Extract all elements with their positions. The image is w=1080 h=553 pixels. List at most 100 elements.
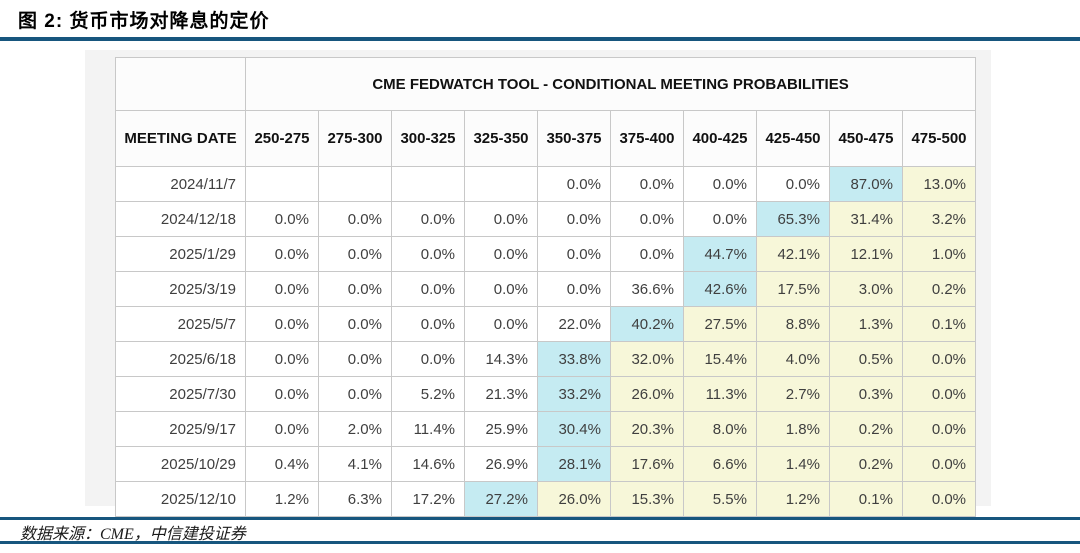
rate-range-header-375-400: 375-400 bbox=[610, 110, 684, 167]
meeting-date-cell: 2025/6/18 bbox=[115, 341, 246, 377]
probability-cell: 8.8% bbox=[756, 306, 830, 342]
probability-cell: 0.1% bbox=[829, 481, 903, 517]
probability-cell bbox=[245, 166, 319, 202]
table-head: CME FEDWATCH TOOL - CONDITIONAL MEETING … bbox=[115, 57, 977, 167]
probability-cell: 0.0% bbox=[464, 236, 538, 272]
probability-cell: 5.5% bbox=[683, 481, 757, 517]
meeting-date-cell: 2025/12/10 bbox=[115, 481, 246, 517]
rate-range-header-425-450: 425-450 bbox=[756, 110, 830, 167]
probability-cell: 0.0% bbox=[901, 446, 977, 482]
probability-cell: 1.8% bbox=[756, 411, 830, 447]
rate-range-header-325-350: 325-350 bbox=[464, 110, 538, 167]
rate-range-header-300-325: 300-325 bbox=[391, 110, 465, 167]
meeting-date-cell: 2025/1/29 bbox=[115, 236, 246, 272]
table-row: 2025/3/19 0.0% 0.0% 0.0% 0.0% 0.0% 36.6% 42.6% 1… bbox=[115, 271, 977, 307]
table-row: 2024/12/18 0.0% 0.0% 0.0% 0.0% 0.0% 0.0% 0.0% 65… bbox=[115, 201, 977, 237]
probability-cell: 0.0% bbox=[391, 306, 465, 342]
probability-cell: 0.0% bbox=[537, 236, 611, 272]
probability-cell: 0.0% bbox=[901, 341, 977, 377]
probability-cell: 0.0% bbox=[245, 376, 319, 412]
table-banner-row: CME FEDWATCH TOOL - CONDITIONAL MEETING … bbox=[115, 57, 977, 111]
probability-cell: 4.0% bbox=[756, 341, 830, 377]
fedwatch-probabilities-table: CME FEDWATCH TOOL - CONDITIONAL MEETING … bbox=[115, 57, 977, 517]
probability-cell: 6.6% bbox=[683, 446, 757, 482]
probability-cell: 17.2% bbox=[391, 481, 465, 517]
probability-cell: 40.2% bbox=[610, 306, 684, 342]
title-underline-rule bbox=[0, 37, 1080, 41]
probability-cell: 42.1% bbox=[756, 236, 830, 272]
probability-cell: 87.0% bbox=[829, 166, 903, 202]
figure-title: 图 2: 货币市场对降息的定价 bbox=[18, 11, 270, 32]
probability-cell: 11.3% bbox=[683, 376, 757, 412]
probability-cell: 36.6% bbox=[610, 271, 684, 307]
probability-cell: 0.0% bbox=[610, 166, 684, 202]
probability-cell: 13.0% bbox=[901, 166, 977, 202]
probability-cell: 0.0% bbox=[464, 201, 538, 237]
probability-cell: 33.2% bbox=[537, 376, 611, 412]
probability-cell: 28.1% bbox=[537, 446, 611, 482]
rate-range-header-400-425: 400-425 bbox=[683, 110, 757, 167]
probability-cell: 3.2% bbox=[901, 201, 977, 237]
probability-cell: 21.3% bbox=[464, 376, 538, 412]
probability-cell: 6.3% bbox=[318, 481, 392, 517]
probability-cell: 0.5% bbox=[829, 341, 903, 377]
probability-cell: 2.7% bbox=[756, 376, 830, 412]
probability-cell: 0.0% bbox=[245, 236, 319, 272]
probability-cell: 0.0% bbox=[610, 201, 684, 237]
probability-cell: 25.9% bbox=[464, 411, 538, 447]
rate-range-header-350-375: 350-375 bbox=[537, 110, 611, 167]
probability-cell: 0.0% bbox=[537, 201, 611, 237]
probability-cell: 14.3% bbox=[464, 341, 538, 377]
table-row: 2025/7/30 0.0% 0.0% 5.2% 21.3% 33.2% 26.0% 11.3… bbox=[115, 376, 977, 412]
probability-cell: 0.0% bbox=[391, 201, 465, 237]
probability-cell: 1.3% bbox=[829, 306, 903, 342]
probability-cell: 1.2% bbox=[756, 481, 830, 517]
probability-cell: 27.5% bbox=[683, 306, 757, 342]
probability-cell: 26.0% bbox=[537, 481, 611, 517]
probability-cell: 0.0% bbox=[537, 271, 611, 307]
table-panel: CME FEDWATCH TOOL - CONDITIONAL MEETING … bbox=[85, 50, 991, 517]
probability-cell: 0.2% bbox=[901, 271, 977, 307]
meeting-date-cell: 2025/5/7 bbox=[115, 306, 246, 342]
meeting-date-cell: 2025/3/19 bbox=[115, 271, 246, 307]
probability-cell: 0.0% bbox=[245, 201, 319, 237]
column-header-row: MEETING DATE 250-275 275-300 300-325 325-350… bbox=[115, 110, 977, 167]
table-row: 2025/12/10 1.2% 6.3% 17.2% 27.2% 26.0% 15.3% 5.… bbox=[115, 481, 977, 517]
probability-cell: 22.0% bbox=[537, 306, 611, 342]
probability-cell: 15.4% bbox=[683, 341, 757, 377]
probability-cell: 0.0% bbox=[683, 201, 757, 237]
probability-cell: 44.7% bbox=[683, 236, 757, 272]
meeting-date-cell: 2025/10/29 bbox=[115, 446, 246, 482]
rate-range-header-250-275: 250-275 bbox=[245, 110, 319, 167]
probability-cell: 0.0% bbox=[610, 236, 684, 272]
probability-cell: 0.0% bbox=[391, 271, 465, 307]
probability-cell: 0.0% bbox=[464, 306, 538, 342]
meeting-date-cell: 2024/12/18 bbox=[115, 201, 246, 237]
probability-cell: 0.0% bbox=[245, 411, 319, 447]
probability-cell: 0.0% bbox=[537, 166, 611, 202]
table-row: 2025/1/29 0.0% 0.0% 0.0% 0.0% 0.0% 0.0% 44.7% 42… bbox=[115, 236, 977, 272]
probability-cell: 0.0% bbox=[464, 271, 538, 307]
probability-cell: 0.0% bbox=[756, 166, 830, 202]
probability-cell: 0.0% bbox=[245, 306, 319, 342]
probability-cell: 0.0% bbox=[901, 376, 977, 412]
probability-cell: 0.1% bbox=[901, 306, 977, 342]
table-banner-title: CME FEDWATCH TOOL - CONDITIONAL MEETING … bbox=[244, 57, 977, 111]
meeting-date-cell: 2025/7/30 bbox=[115, 376, 246, 412]
probability-cell: 0.0% bbox=[391, 341, 465, 377]
table-row: 2025/9/17 0.0% 2.0% 11.4% 25.9% 30.4% 20.3% 8.0… bbox=[115, 411, 977, 447]
probability-cell: 0.0% bbox=[683, 166, 757, 202]
probability-cell: 0.2% bbox=[829, 446, 903, 482]
probability-cell: 3.0% bbox=[829, 271, 903, 307]
probability-cell: 14.6% bbox=[391, 446, 465, 482]
table-row: 2025/5/7 0.0% 0.0% 0.0% 0.0% 22.0% 40.2% 27.5% 8… bbox=[115, 306, 977, 342]
probability-cell bbox=[391, 166, 465, 202]
probability-cell: 1.4% bbox=[756, 446, 830, 482]
table-row: 2025/6/18 0.0% 0.0% 0.0% 14.3% 33.8% 32.0% 15.4… bbox=[115, 341, 977, 377]
probability-cell: 15.3% bbox=[610, 481, 684, 517]
probability-cell: 31.4% bbox=[829, 201, 903, 237]
probability-cell: 0.0% bbox=[901, 411, 977, 447]
meeting-date-cell: 2025/9/17 bbox=[115, 411, 246, 447]
probability-cell bbox=[318, 166, 392, 202]
table-row: 2025/10/29 0.4% 4.1% 14.6% 26.9% 28.1% 17.6% 6.… bbox=[115, 446, 977, 482]
